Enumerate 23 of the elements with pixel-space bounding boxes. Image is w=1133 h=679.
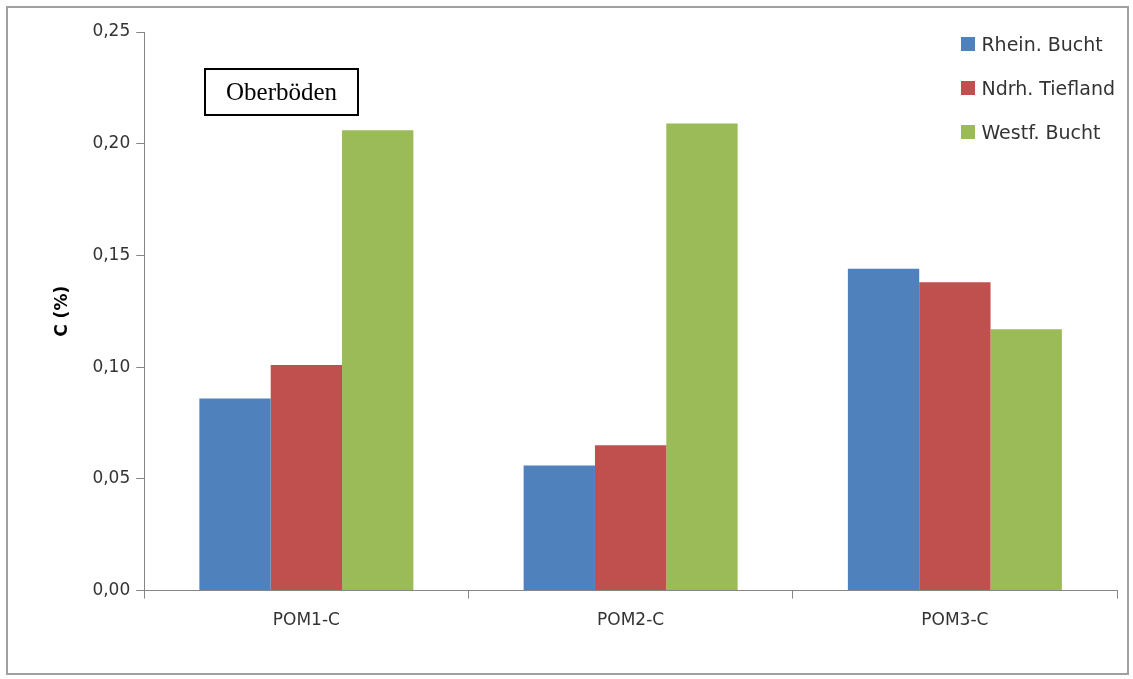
y-tick-label: 0,20 <box>92 132 131 153</box>
bar <box>199 398 271 591</box>
bar <box>270 364 343 591</box>
y-axis-title: C (%) <box>50 285 71 337</box>
y-tick-label: 0,00 <box>92 579 131 600</box>
annotation: Oberböden <box>204 68 360 116</box>
bar <box>666 123 738 591</box>
bar <box>342 130 414 591</box>
y-tick-label: 0,10 <box>92 355 131 376</box>
y-tick-label: 0,15 <box>92 243 131 264</box>
bar <box>847 268 920 591</box>
bar <box>990 329 1062 591</box>
legend-label: Westf. Bucht <box>981 121 1101 143</box>
legend-label: Rhein. Bucht <box>981 33 1103 55</box>
x-tick-label: POM1-C <box>272 609 340 630</box>
bar <box>523 465 595 591</box>
x-tick-label: POM3-C <box>921 609 989 630</box>
legend-label: Ndrh. Tiefland <box>981 77 1115 99</box>
bar <box>594 445 667 591</box>
bar <box>919 282 991 591</box>
x-tick-label: POM2-C <box>597 609 665 630</box>
y-tick-label: 0,25 <box>92 20 131 41</box>
y-tick-label: 0,05 <box>92 467 131 488</box>
